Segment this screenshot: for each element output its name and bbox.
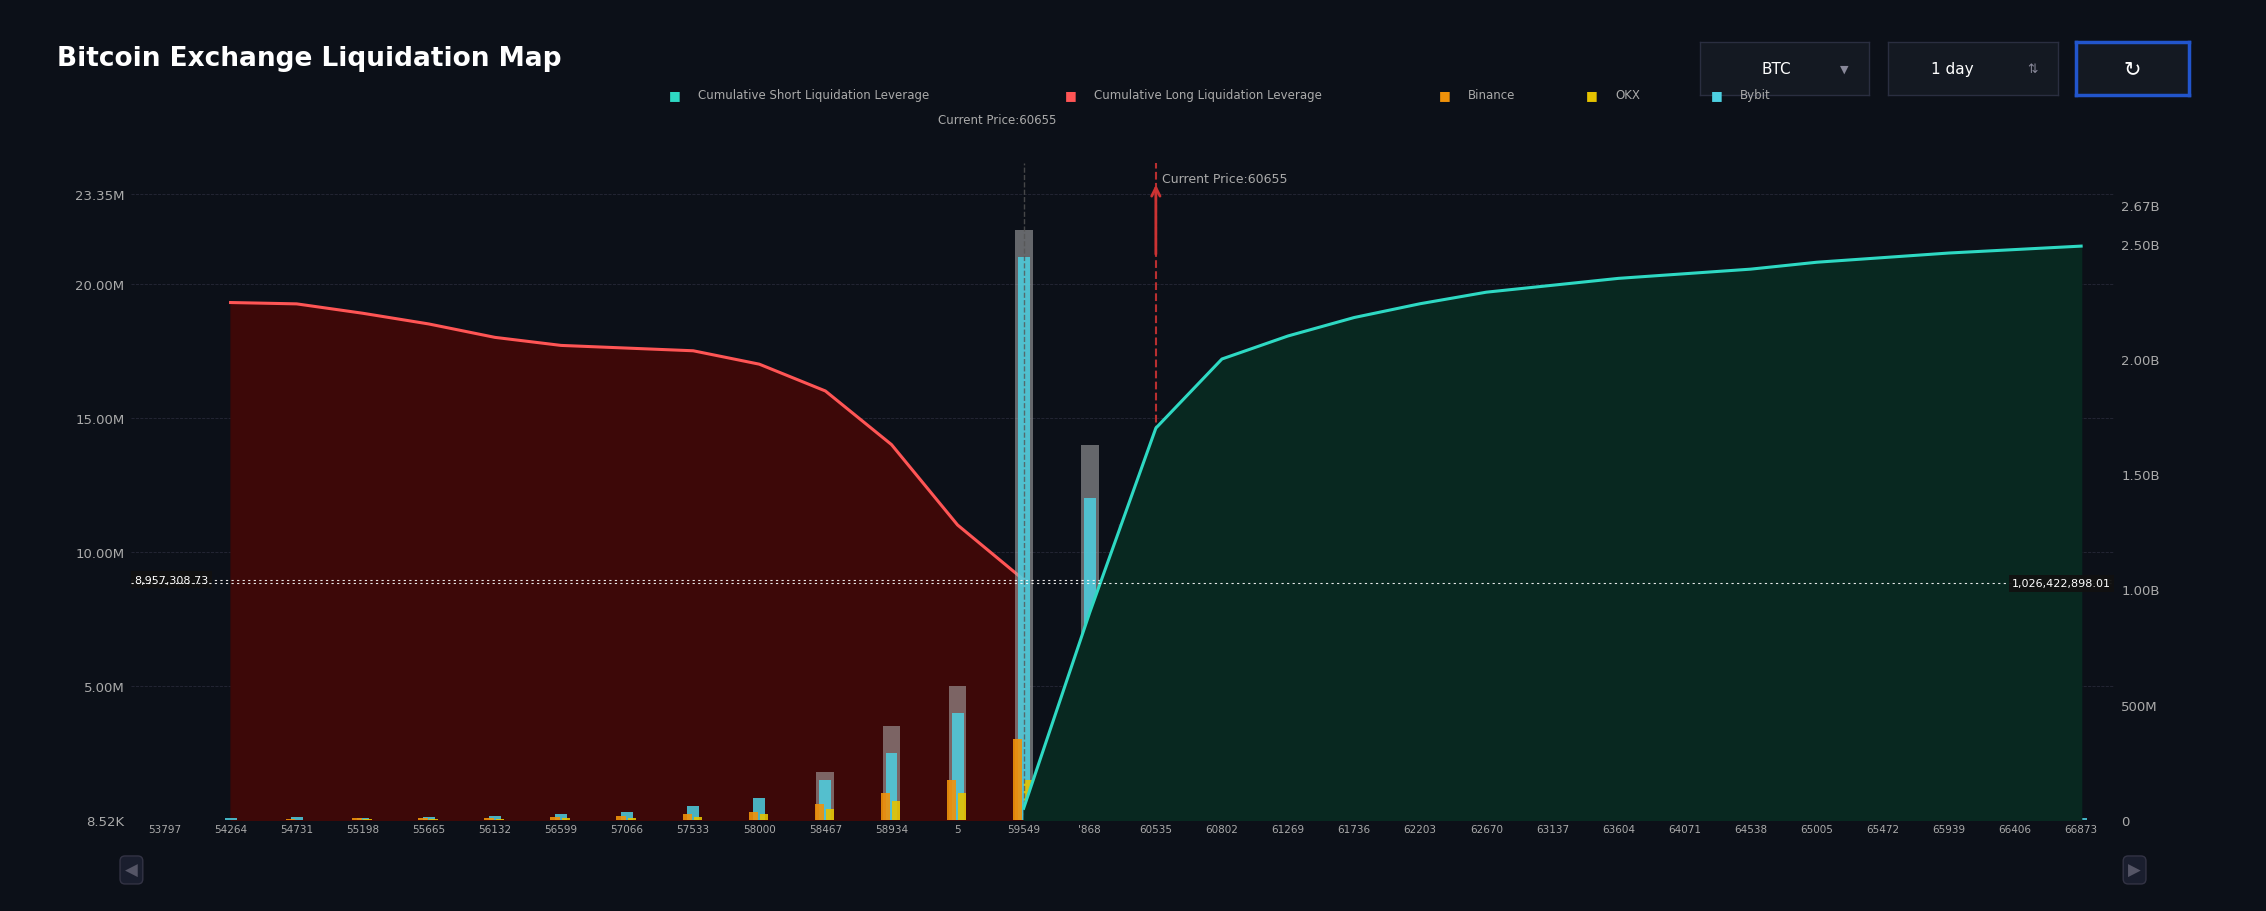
Bar — [1156, 809, 1165, 820]
Text: Current Price:60655: Current Price:60655 — [1162, 172, 1287, 186]
Bar — [419, 818, 428, 820]
Bar — [224, 818, 236, 820]
Bar — [1083, 498, 1097, 820]
Bar — [351, 819, 363, 820]
Bar — [816, 772, 834, 820]
Text: Bitcoin Exchange Liquidation Map: Bitcoin Exchange Liquidation Map — [57, 46, 562, 72]
Bar — [886, 753, 897, 820]
Bar — [881, 726, 900, 820]
Text: ◀: ◀ — [125, 861, 138, 879]
Bar — [1283, 753, 1294, 820]
Bar — [1212, 700, 1230, 820]
Bar — [682, 814, 691, 820]
Bar — [2010, 817, 2021, 820]
Text: 881.50M: 881.50M — [1505, 634, 1566, 647]
Bar — [555, 814, 566, 820]
Bar — [1344, 804, 1353, 820]
Bar — [1346, 788, 1364, 820]
Bar — [759, 814, 768, 820]
Text: BTC: BTC — [1761, 62, 1790, 77]
Bar — [616, 816, 625, 820]
Bar — [947, 780, 956, 820]
Text: OKX: OKX — [1616, 89, 1641, 102]
Bar — [1942, 816, 1956, 820]
Text: ■: ■ — [1439, 89, 1450, 102]
Bar — [1278, 766, 1296, 820]
Bar — [1475, 814, 1484, 820]
Text: Cumulative Short Liquidation Leverage: Cumulative Short Liquidation Leverage — [698, 89, 929, 102]
Bar — [1876, 814, 1890, 820]
Text: ■: ■ — [1711, 89, 1722, 102]
Text: ▶: ▶ — [2128, 861, 2141, 879]
Text: Cumulative Long Liquidation Leverage: Cumulative Long Liquidation Leverage — [1094, 89, 1323, 102]
Bar — [1090, 804, 1099, 820]
Bar — [1212, 726, 1221, 820]
Bar — [1149, 660, 1162, 820]
Bar — [1348, 780, 1360, 820]
Text: 1,026,422,898.01: 1,026,422,898.01 — [2012, 578, 2112, 589]
Text: ■: ■ — [1065, 89, 1076, 102]
Bar — [1545, 812, 1559, 820]
Bar — [1147, 632, 1165, 820]
Bar — [827, 809, 834, 820]
Bar — [816, 804, 825, 820]
Bar — [2076, 818, 2087, 820]
Bar — [562, 819, 571, 820]
Bar — [1414, 798, 1425, 820]
Text: 13.80M: 13.80M — [1514, 688, 1566, 701]
Bar — [1017, 258, 1029, 820]
Text: ■: ■ — [1586, 89, 1598, 102]
Text: Cumulative Long Liquidation Leverage: Cumulative Long Liquidation Leverage — [1169, 634, 1409, 647]
Text: Binance: Binance — [1468, 89, 1516, 102]
Bar — [489, 816, 501, 820]
Bar — [1412, 804, 1430, 820]
Bar — [1679, 816, 1690, 820]
Bar — [1081, 445, 1099, 820]
Bar — [693, 816, 702, 820]
Bar — [949, 686, 968, 820]
Bar — [1024, 780, 1033, 820]
Text: 🦁 coinglass: 🦁 coinglass — [1838, 595, 1928, 612]
Bar — [1079, 788, 1088, 820]
Bar — [485, 818, 494, 820]
Bar — [893, 801, 900, 820]
Bar — [1224, 814, 1230, 820]
Bar — [881, 793, 891, 820]
Text: ↻: ↻ — [2123, 59, 2141, 79]
Bar — [952, 712, 963, 820]
Bar — [748, 812, 759, 820]
Text: ⇅: ⇅ — [2026, 63, 2037, 76]
Bar — [1745, 814, 1756, 820]
Bar — [959, 793, 968, 820]
Bar — [1409, 812, 1419, 820]
Text: ■: ■ — [668, 89, 680, 102]
Bar — [621, 812, 632, 820]
Bar — [1477, 812, 1496, 820]
Bar — [1278, 788, 1287, 820]
Text: 59549: 59549 — [1147, 557, 1208, 575]
Bar — [496, 819, 503, 820]
Bar — [1613, 814, 1625, 820]
Bar — [424, 816, 435, 820]
Text: 8,957,308.73: 8,957,308.73 — [134, 575, 208, 585]
Bar — [687, 806, 700, 820]
Text: 1 day: 1 day — [1931, 62, 1974, 77]
Bar — [1811, 809, 1822, 820]
Text: Bybit: Bybit — [1169, 688, 1201, 701]
Text: Current Price:60655: Current Price:60655 — [938, 114, 1056, 127]
Text: ▼: ▼ — [1840, 65, 1849, 74]
Bar — [1013, 740, 1022, 820]
Bar — [820, 780, 832, 820]
Bar — [1015, 230, 1033, 820]
Bar — [752, 798, 766, 820]
Bar — [1144, 798, 1156, 820]
Bar — [628, 818, 637, 820]
Bar — [551, 817, 560, 820]
FancyBboxPatch shape — [1119, 526, 1588, 772]
Bar — [356, 818, 369, 820]
Text: Bybit: Bybit — [1740, 89, 1772, 102]
Bar — [1217, 712, 1228, 820]
Bar — [1480, 806, 1493, 820]
Bar — [290, 817, 304, 820]
